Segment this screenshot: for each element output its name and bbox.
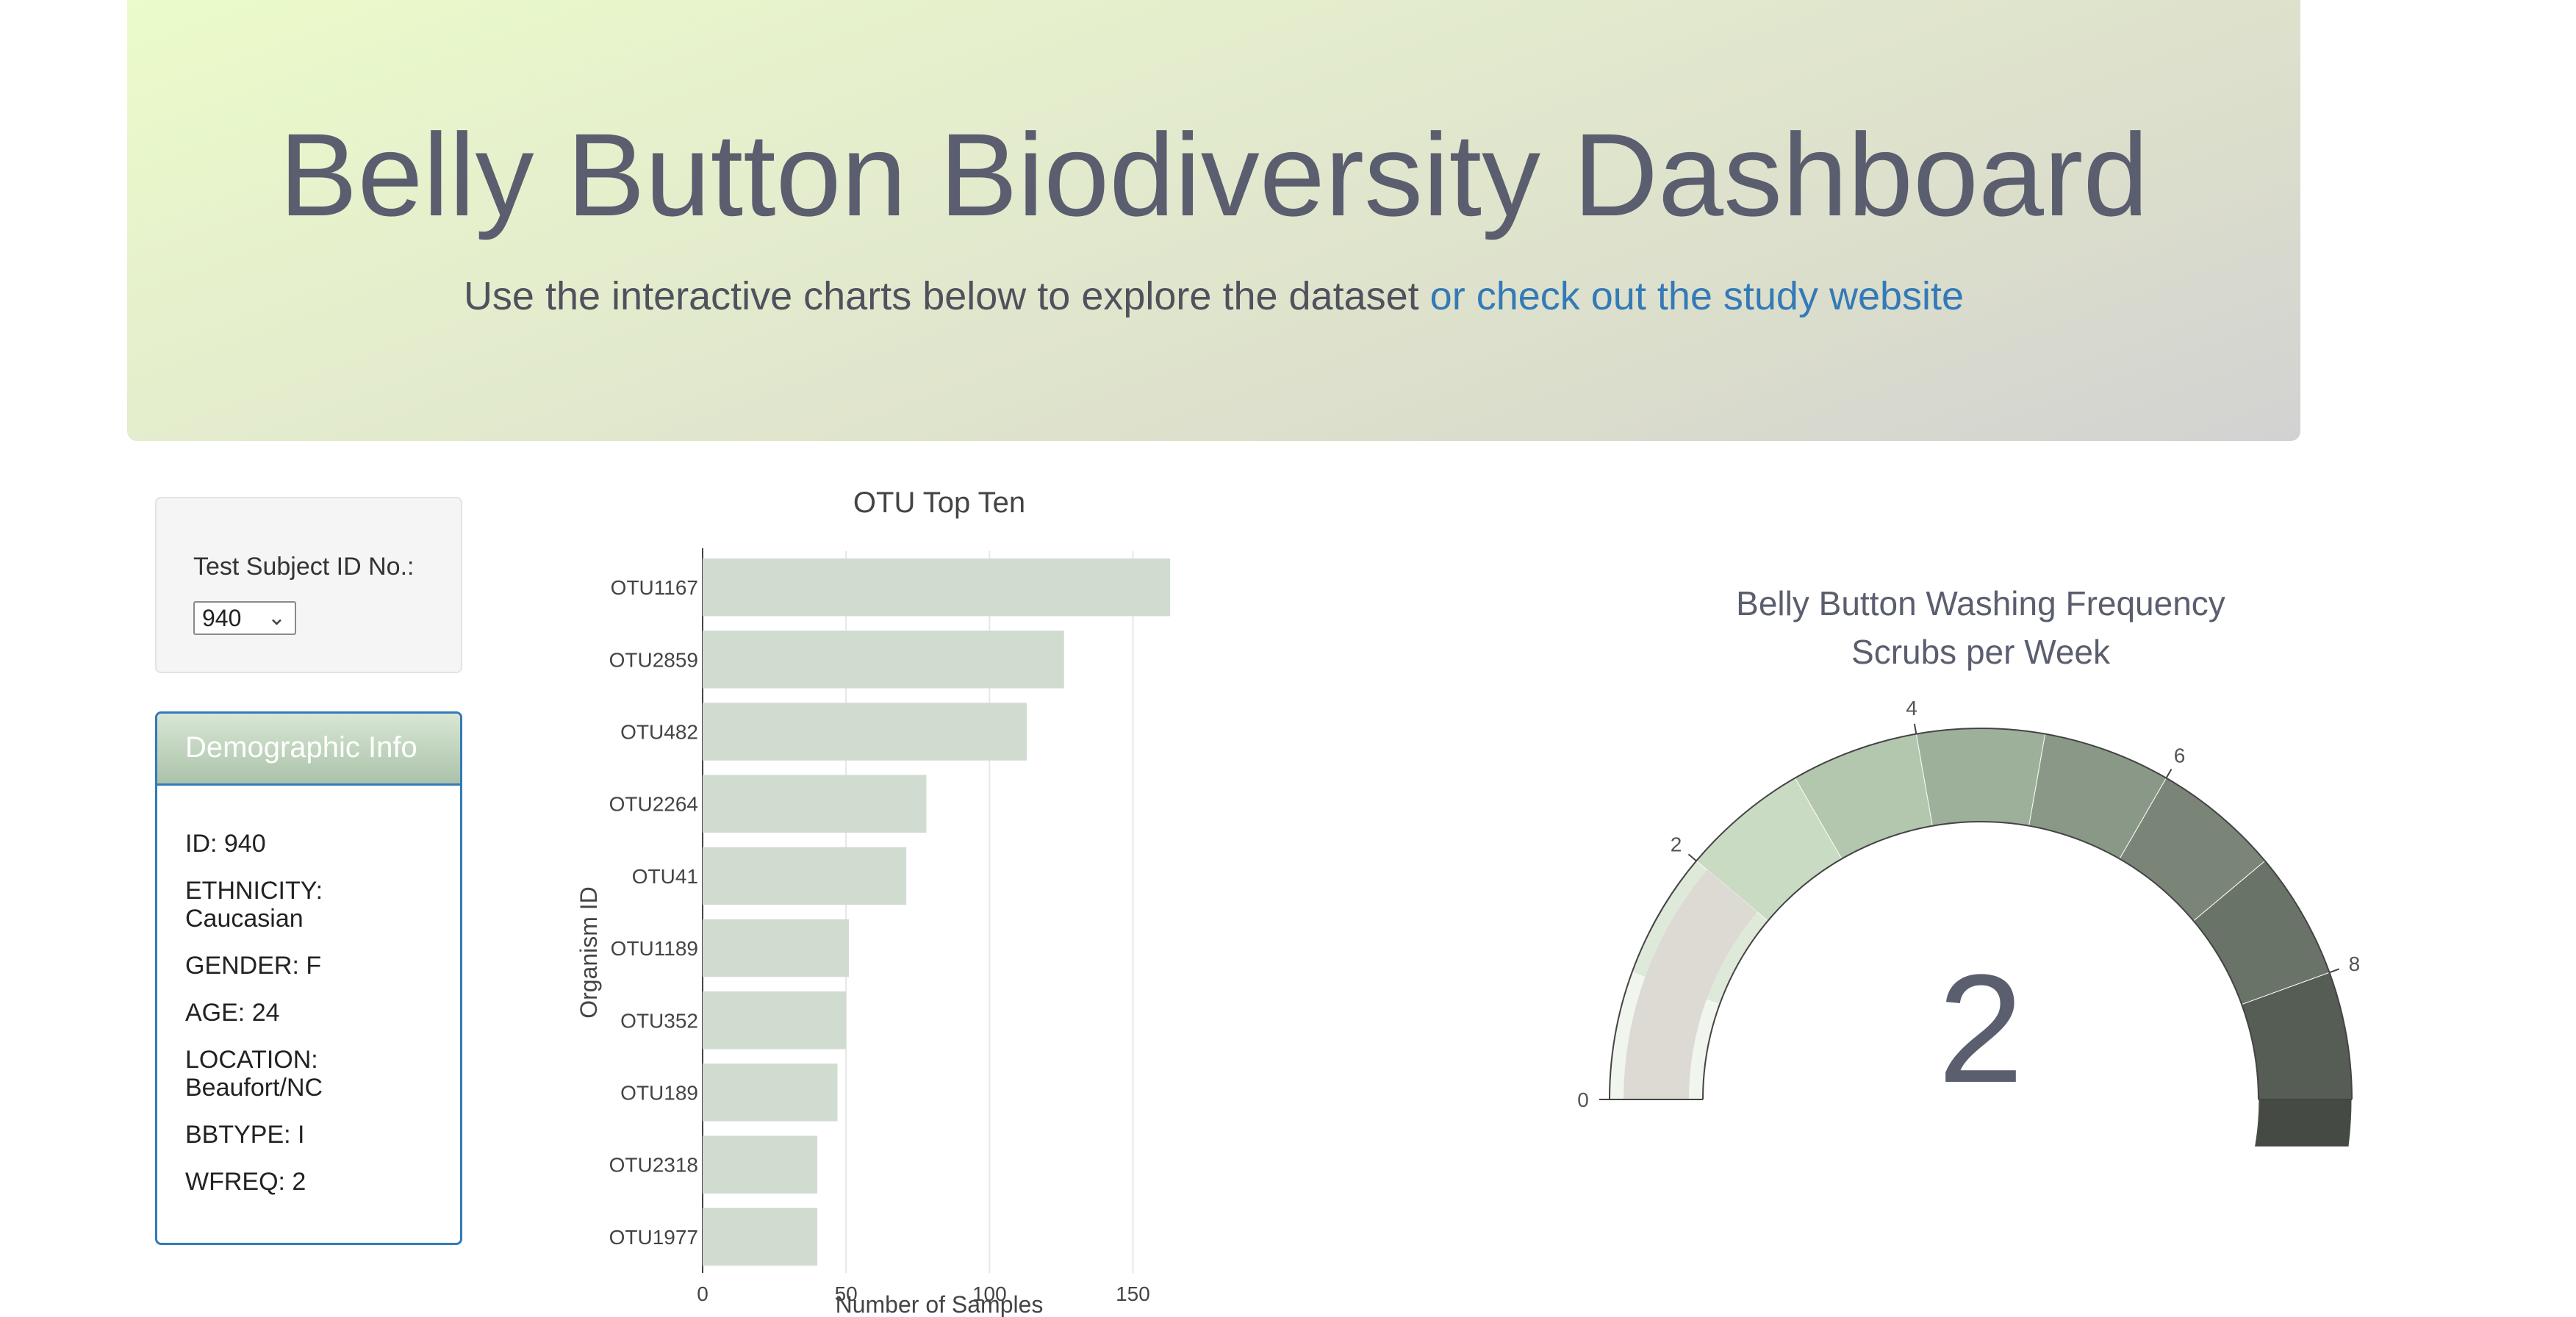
demographic-panel-body: ID: 940 ETHNICITY: Caucasian GENDER: F A… bbox=[157, 786, 460, 1196]
bar bbox=[703, 558, 1171, 617]
gauge-step bbox=[1915, 728, 2046, 827]
y-tick-label: OTU41 bbox=[632, 865, 698, 888]
gauge-subtitle: Scrubs per Week bbox=[1851, 633, 2111, 671]
demographic-item: AGE: 24 bbox=[185, 999, 280, 1027]
bar bbox=[703, 1135, 818, 1194]
gauge-value-number: 2 bbox=[1938, 942, 2024, 1115]
study-website-link[interactable]: or check out the study website bbox=[1429, 274, 1965, 318]
chart-title: OTU Top Ten bbox=[853, 487, 1025, 519]
bar bbox=[703, 919, 850, 977]
y-tick-label: OTU189 bbox=[620, 1082, 698, 1105]
y-tick-label: OTU1167 bbox=[611, 576, 698, 599]
page-subtitle: Use the interactive charts below to expl… bbox=[127, 273, 2300, 319]
gauge-tick bbox=[2329, 968, 2340, 974]
y-tick-label: OTU2264 bbox=[609, 793, 698, 816]
gauge-tick-label: 0 bbox=[1577, 1088, 1589, 1111]
gauge-tick-label: 8 bbox=[2349, 952, 2361, 975]
x-tick-label: 0 bbox=[697, 1282, 708, 1305]
y-tick-label: OTU1977 bbox=[609, 1226, 698, 1249]
bar bbox=[703, 1063, 838, 1122]
otu-bar-chart[interactable]: 0 50 100 150 OTU1167 OTU2859 OTU482 OTU2264 OTU4… bbox=[559, 478, 1220, 1317]
demographic-panel-heading: Demographic Info bbox=[157, 714, 460, 786]
page-title: Belly Button Biodiversity Dashboard bbox=[279, 109, 2149, 240]
x-tick-label: 100 bbox=[972, 1282, 1007, 1305]
gauge-tick-label: 4 bbox=[1906, 697, 1917, 719]
gauge-step bbox=[2253, 1099, 2353, 1146]
gauge-tick bbox=[1687, 853, 1697, 862]
bar bbox=[703, 1207, 818, 1266]
gauge-inner-border bbox=[1702, 821, 2259, 1100]
bar bbox=[703, 775, 927, 833]
bar bbox=[703, 991, 847, 1049]
demographic-item: GENDER: F bbox=[185, 952, 322, 980]
header-jumbotron: Belly Button Biodiversity Dashboard Use … bbox=[127, 0, 2300, 441]
subject-selector-well: Test Subject ID No.: 940 ⌄ bbox=[155, 497, 462, 673]
subject-id-select[interactable]: 940 ⌄ bbox=[193, 601, 296, 635]
selected-subject-id: 940 bbox=[202, 605, 242, 631]
demographic-item: WFREQ: 2 bbox=[185, 1168, 306, 1196]
demographic-item: LOCATION: Beaufort/NC bbox=[185, 1046, 323, 1102]
y-tick-label: OTU2318 bbox=[609, 1154, 698, 1177]
x-axis-title: Number of Samples bbox=[836, 1291, 1044, 1317]
gauge-tick bbox=[1913, 723, 1917, 734]
demographic-item: BBTYPE: I bbox=[185, 1121, 305, 1149]
gauge-outer-border bbox=[1609, 728, 2353, 1100]
gauge-tick-label: 6 bbox=[2174, 744, 2186, 767]
demographic-item: ID: 940 bbox=[185, 830, 266, 858]
washing-frequency-gauge[interactable]: 0 2 4 6 8 2 Belly Button Washing Frequency Scru… bbox=[1529, 573, 2447, 1146]
y-tick-label: OTU482 bbox=[620, 721, 698, 744]
y-axis-title: Organism ID bbox=[575, 886, 602, 1019]
gauge-value-bar bbox=[1624, 869, 1757, 1099]
demographic-panel: Demographic Info ID: 940 ETHNICITY: Cauc… bbox=[155, 711, 462, 1245]
subtitle-text: Use the interactive charts below to expl… bbox=[463, 274, 1419, 318]
y-tick-label: OTU2859 bbox=[609, 648, 698, 671]
bar bbox=[703, 703, 1027, 761]
x-tick-label: 50 bbox=[835, 1282, 858, 1305]
gauge-tick-label: 2 bbox=[1671, 833, 1682, 855]
demographic-item: ETHNICITY: Caucasian bbox=[185, 877, 323, 933]
bar bbox=[703, 631, 1064, 689]
gauge-title: Belly Button Washing Frequency bbox=[1736, 584, 2225, 622]
y-tick-label: OTU1189 bbox=[611, 937, 698, 960]
chevron-down-icon: ⌄ bbox=[267, 606, 286, 630]
x-tick-label: 150 bbox=[1116, 1282, 1150, 1305]
subject-id-label: Test Subject ID No.: bbox=[193, 553, 415, 581]
gauge-tick bbox=[2165, 769, 2173, 779]
y-tick-label: OTU352 bbox=[620, 1009, 698, 1032]
bar bbox=[703, 847, 907, 905]
